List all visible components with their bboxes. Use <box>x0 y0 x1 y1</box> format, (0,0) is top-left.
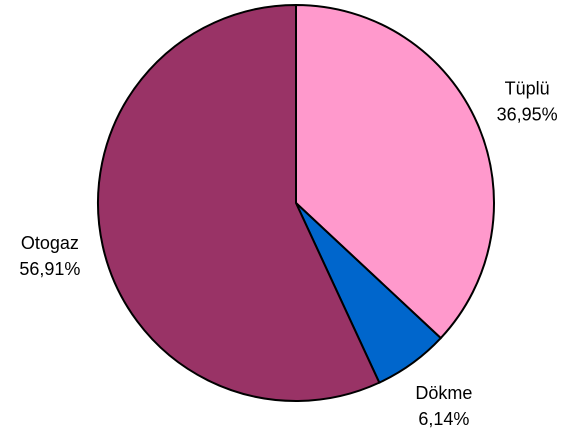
slice-label: Otogaz <box>21 233 79 253</box>
slice-label: Dökme <box>415 383 472 403</box>
slice-label: Tüplü <box>505 78 550 98</box>
slice-value-label: 36,95% <box>497 104 558 124</box>
slice-value-label: 6,14% <box>418 409 469 429</box>
pie-slice <box>97 3 381 402</box>
slice-value-label: 56,91% <box>19 259 80 279</box>
pie-slice <box>295 3 495 340</box>
